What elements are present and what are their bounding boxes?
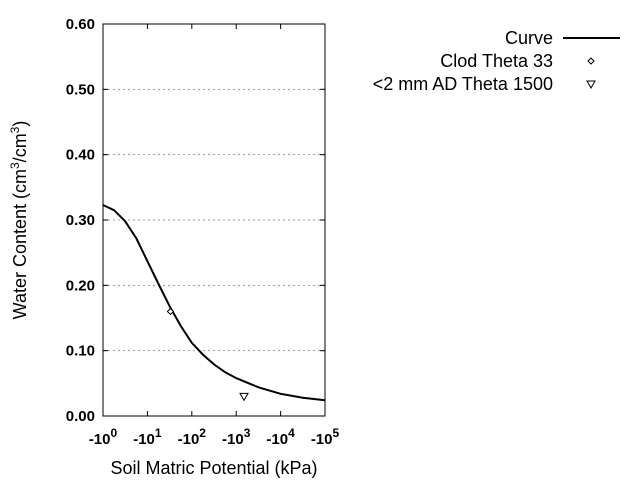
- y-axis-title: Water Content (cm3/cm3): [8, 121, 30, 320]
- y-tick-label: 0.60: [66, 16, 95, 33]
- x-tick-label: -103: [222, 426, 251, 448]
- x-tick-label: -100: [89, 426, 118, 448]
- x-tick-label: -101: [133, 426, 162, 448]
- ad-theta-1500-point: [239, 392, 249, 402]
- legend: Curve Clod Theta 33 <2 mm AD Theta 1500: [373, 28, 620, 94]
- legend-label-clod: Clod Theta 33: [440, 51, 553, 71]
- y-tick-label: 0.00: [66, 408, 95, 425]
- y-tick-label: 0.20: [66, 277, 95, 294]
- x-tick-label: -104: [266, 426, 295, 448]
- grid: [103, 88, 325, 352]
- legend-label-ad: <2 mm AD Theta 1500: [373, 74, 553, 94]
- x-axis: -100 -101 -102 -103 -104 -105: [89, 24, 340, 448]
- data-points: [166, 307, 249, 402]
- y-tick-label: 0.50: [66, 81, 95, 98]
- series-curve-line: [102, 204, 326, 402]
- y-tick-label: 0.10: [66, 343, 95, 360]
- x-axis-title: Soil Matric Potential (kPa): [110, 458, 317, 478]
- legend-label-curve: Curve: [505, 28, 553, 48]
- y-axis: 0.00 0.10 0.20 0.30 0.40 0.50 0.60: [66, 16, 325, 425]
- y-tick-label: 0.30: [66, 212, 95, 229]
- legend-diamond-icon: [587, 57, 595, 65]
- y-tick-label: 0.40: [66, 147, 95, 164]
- clod-theta-33-point: [166, 307, 175, 316]
- legend-triangle-icon: [586, 80, 596, 90]
- x-tick-label: -102: [178, 426, 207, 448]
- x-tick-label: -105: [311, 426, 340, 448]
